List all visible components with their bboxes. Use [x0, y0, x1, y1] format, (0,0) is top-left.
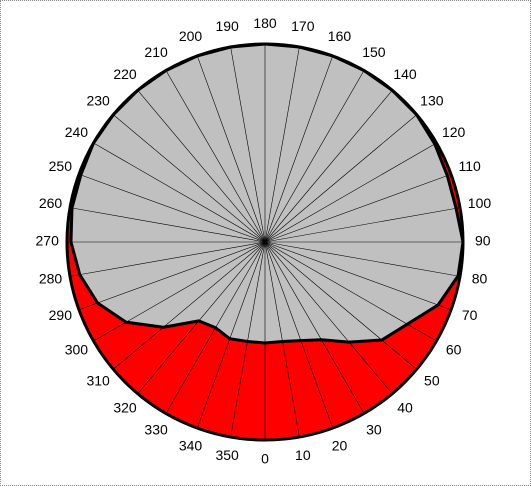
angle-label: 50: [424, 373, 440, 389]
angle-label: 170: [291, 18, 315, 34]
angle-label: 330: [144, 421, 168, 437]
spoke: [264, 241, 334, 429]
outer-ring: [65, 42, 465, 442]
spoke: [230, 241, 266, 438]
angle-label: 290: [49, 307, 73, 323]
angle-label: 340: [179, 437, 203, 453]
spoke: [264, 207, 461, 243]
spoke: [230, 46, 266, 243]
spoke: [113, 241, 266, 370]
spoke: [165, 241, 266, 414]
spoke: [264, 241, 300, 438]
angle-label: 240: [65, 124, 89, 140]
spoke: [264, 241, 461, 277]
spoke: [196, 55, 266, 243]
spoke: [78, 173, 266, 243]
angle-label: 60: [446, 342, 462, 358]
angle-label: 320: [113, 400, 137, 416]
angle-label: 130: [420, 93, 444, 109]
angle-label: 80: [472, 271, 488, 287]
angle-label: 210: [144, 44, 168, 60]
angle-label: 30: [366, 421, 382, 437]
angle-label: 200: [179, 28, 203, 44]
spoke: [78, 241, 266, 311]
spoke: [264, 114, 417, 243]
angle-label: 270: [36, 233, 60, 249]
angle-label: 250: [49, 158, 73, 174]
spoke: [264, 173, 452, 243]
angle-label: 90: [475, 233, 491, 249]
spoke: [264, 241, 452, 311]
angle-label: 220: [113, 66, 137, 82]
spoke: [264, 142, 437, 243]
spoke: [264, 241, 417, 370]
spoke: [264, 241, 393, 394]
spoke: [264, 241, 365, 414]
spoke: [69, 241, 266, 277]
angle-label: 100: [468, 195, 492, 211]
angle-label: 310: [86, 373, 110, 389]
angle-label: 20: [332, 437, 348, 453]
spoke: [264, 90, 393, 243]
angle-label: 350: [215, 447, 239, 463]
angle-label: 300: [65, 342, 89, 358]
angle-label: 10: [295, 447, 311, 463]
spoke: [93, 241, 266, 342]
angle-label: 150: [362, 44, 386, 60]
angle-label: 280: [39, 271, 63, 287]
spoke: [137, 241, 266, 394]
angle-label: 230: [86, 93, 110, 109]
angle-label: 70: [462, 307, 478, 323]
profile-area: [69, 42, 465, 345]
angle-label: 190: [215, 18, 239, 34]
angle-label: 0: [261, 451, 269, 467]
spoke: [196, 241, 266, 429]
spoke: [264, 46, 300, 243]
angle-label: 110: [459, 158, 482, 174]
angle-label: 40: [397, 400, 413, 416]
angle-label: 260: [39, 195, 63, 211]
spoke: [264, 55, 334, 243]
angle-label: 180: [253, 15, 277, 31]
angle-label: 140: [393, 66, 417, 82]
spoke: [264, 70, 365, 243]
spoke: [113, 114, 266, 243]
angle-label: 160: [328, 28, 352, 44]
spoke: [264, 241, 437, 342]
spoke: [69, 207, 266, 243]
spoke: [137, 90, 266, 243]
angle-label: 120: [442, 124, 466, 140]
spoke: [93, 142, 266, 243]
spoke: [165, 70, 266, 243]
